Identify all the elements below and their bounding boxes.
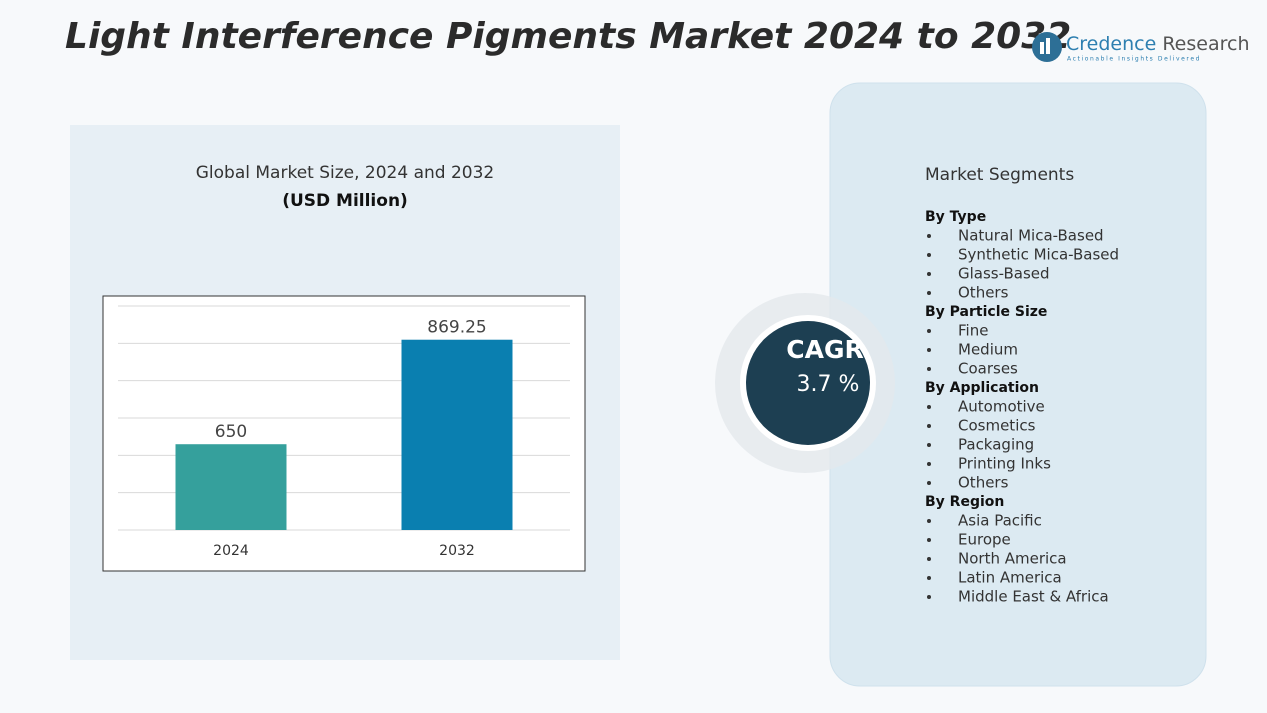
bullet: [927, 424, 931, 428]
logo-name: Credence Research: [1066, 33, 1249, 55]
cagr-badge: [746, 321, 870, 445]
data-label: 650: [215, 422, 247, 442]
bullet: [927, 253, 931, 257]
bar-chart: 2024 650 2032 869.25: [118, 305, 570, 559]
x-tick-label: 2024: [213, 543, 249, 559]
segment-item: Cosmetics: [958, 417, 1036, 435]
bullet: [927, 519, 931, 523]
bullet: [927, 329, 931, 333]
segment-item: Glass-Based: [958, 265, 1050, 283]
cagr-label: CAGR: [786, 335, 863, 364]
segment-item: Natural Mica-Based: [958, 227, 1104, 245]
segment-heading: By Region: [925, 494, 1004, 510]
segment-heading: By Type: [925, 209, 986, 225]
segment-item: North America: [958, 550, 1067, 568]
bullet: [927, 462, 931, 466]
logo-name-first: Credence: [1066, 33, 1156, 55]
chart-title: Global Market Size, 2024 and 2032: [196, 163, 495, 183]
chart-subtitle: (USD Million): [282, 191, 408, 211]
bullet: [927, 538, 931, 542]
logo-bar: [1040, 42, 1044, 54]
segment-item: Automotive: [958, 398, 1045, 416]
segment-item: Synthetic Mica-Based: [958, 246, 1119, 264]
x-tick-label: 2032: [439, 543, 475, 559]
bullet: [927, 557, 931, 561]
segment-heading: By Application: [925, 380, 1039, 396]
bullet: [927, 367, 931, 371]
bullet: [927, 405, 931, 409]
bullet: [927, 272, 931, 276]
segment-item: Europe: [958, 531, 1011, 549]
logo-bar: [1046, 38, 1050, 54]
cagr-value: 3.7 %: [797, 372, 860, 397]
segment-item: Packaging: [958, 436, 1034, 454]
bullet: [927, 234, 931, 238]
logo: Credence Research Actionable Insights De…: [1032, 32, 1249, 63]
segment-item: Asia Pacific: [958, 512, 1042, 530]
segment-item: Others: [958, 284, 1009, 302]
bullet: [927, 348, 931, 352]
bar: [175, 444, 287, 530]
segment-item: Fine: [958, 322, 988, 340]
segment-item: Coarses: [958, 360, 1018, 378]
bar: [401, 339, 513, 530]
bullet: [927, 576, 931, 580]
segment-item: Latin America: [958, 569, 1062, 587]
segment-item: Printing Inks: [958, 455, 1051, 473]
segment-item: Medium: [958, 341, 1018, 359]
page-title: Light Interference Pigments Market 2024 …: [65, 16, 1071, 57]
segment-heading: By Particle Size: [925, 304, 1047, 320]
bullet: [927, 443, 931, 447]
segment-item: Middle East & Africa: [958, 588, 1109, 606]
logo-tagline: Actionable Insights Delivered: [1067, 56, 1201, 63]
bullet: [927, 291, 931, 295]
logo-name-second: Research: [1162, 33, 1249, 55]
segment-item: Others: [958, 474, 1009, 492]
bullet: [927, 595, 931, 599]
segments-title: Market Segments: [925, 165, 1074, 185]
data-label: 869.25: [427, 318, 486, 338]
bullet: [927, 481, 931, 485]
